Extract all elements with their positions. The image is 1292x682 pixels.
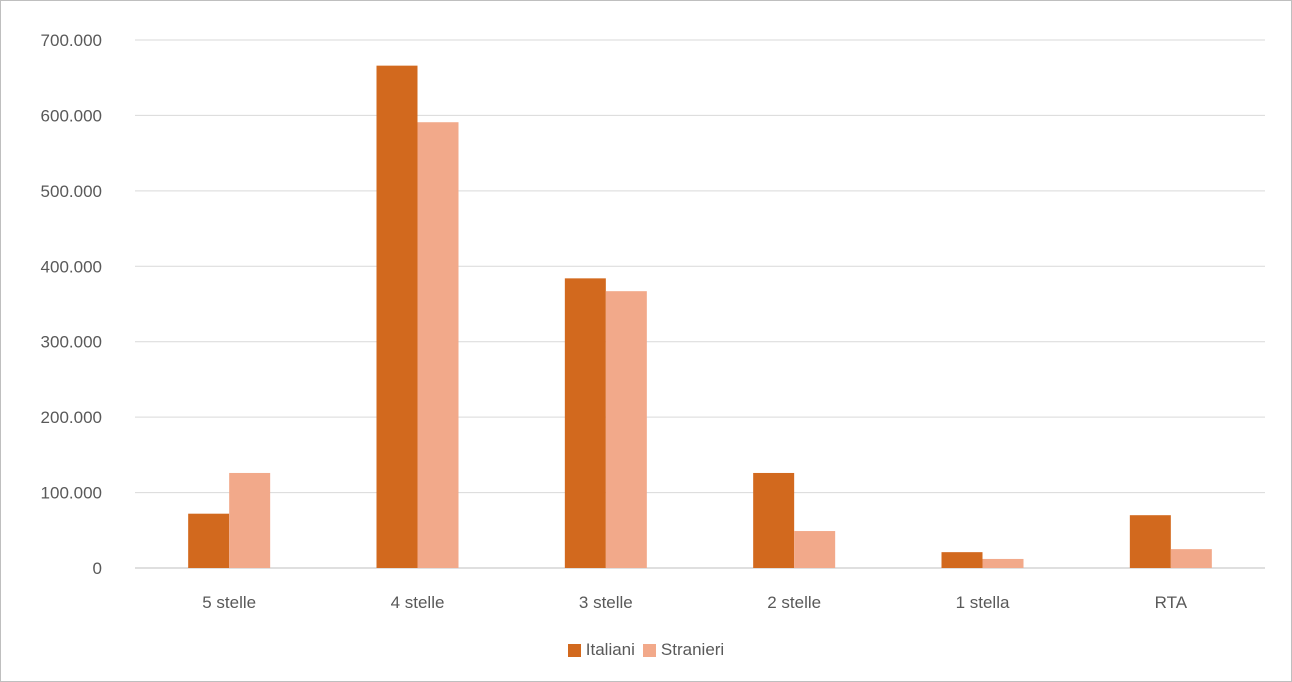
y-axis: 0 100.000 200.000 300.000 400.000 500.000 600.… xyxy=(41,31,102,578)
bars xyxy=(188,65,1212,569)
y-tick-label: 300.000 xyxy=(41,333,102,352)
bar-chart: 0 100.000 200.000 300.000 400.000 500.000 600.… xyxy=(41,31,1265,612)
x-tick-label: 3 stelle xyxy=(579,593,633,612)
y-tick-label: 100.000 xyxy=(41,484,102,503)
legend-label: Stranieri xyxy=(660,640,725,659)
x-tick-label: 1 stella xyxy=(956,593,1010,612)
bar-stranieri-2 xyxy=(605,291,647,568)
y-tick-label: 700.000 xyxy=(41,31,102,50)
legend-label: Italiani xyxy=(585,640,635,659)
bar-stranieri-1 xyxy=(417,122,459,569)
legend: Italiani Stranieri xyxy=(0,640,1292,662)
bar-stranieri-4 xyxy=(982,558,1024,568)
x-tick-label: 4 stelle xyxy=(391,593,445,612)
bar-italiani-5 xyxy=(1129,515,1171,568)
bar-stranieri-0 xyxy=(229,472,271,568)
legend-swatch xyxy=(567,643,581,657)
y-tick-label: 200.000 xyxy=(41,408,102,427)
bar-stranieri-3 xyxy=(794,531,836,568)
x-tick-label: 5 stelle xyxy=(202,593,256,612)
bar-italiani-3 xyxy=(753,472,795,568)
bar-italiani-2 xyxy=(564,278,606,568)
bar-italiani-0 xyxy=(188,513,230,568)
x-axis: 5 stelle 4 stelle 3 stelle 2 stelle 1 stella… xyxy=(202,593,1187,612)
legend-item-stranieri: Stranieri xyxy=(642,640,725,660)
bar-italiani-4 xyxy=(941,552,983,568)
y-tick-label: 600.000 xyxy=(41,106,102,125)
y-tick-label: 400.000 xyxy=(41,257,102,276)
bar-stranieri-5 xyxy=(1170,549,1212,568)
x-tick-label: RTA xyxy=(1155,593,1188,612)
y-tick-label: 500.000 xyxy=(41,182,102,201)
y-tick-label: 0 xyxy=(93,559,102,578)
x-tick-label: 2 stelle xyxy=(767,593,821,612)
bar-italiani-1 xyxy=(376,65,418,568)
grid-lines xyxy=(135,39,1265,569)
legend-item-italiani: Italiani xyxy=(567,640,635,660)
legend-swatch xyxy=(642,643,656,657)
